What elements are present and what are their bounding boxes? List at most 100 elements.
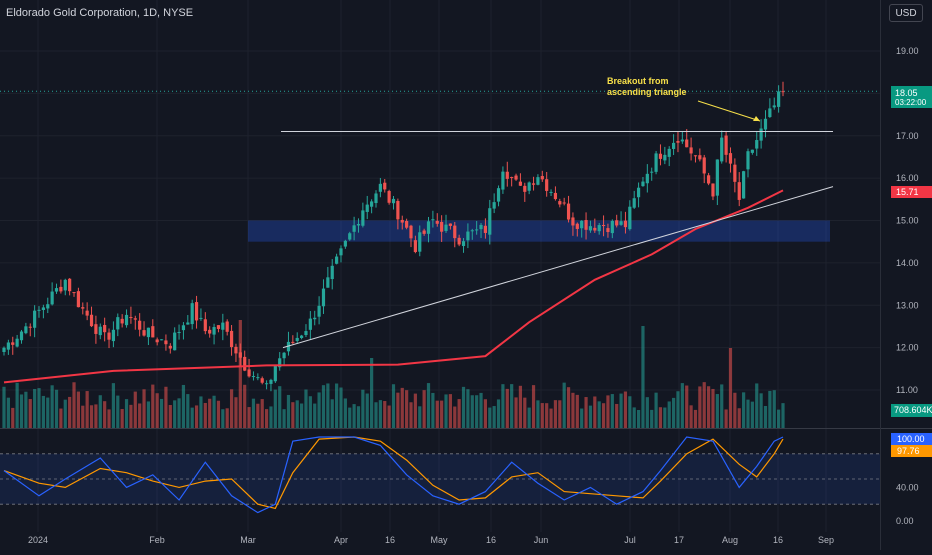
volume-bar [335, 383, 339, 428]
candle-body [636, 187, 641, 198]
volume-bar [562, 382, 566, 428]
candle-body [264, 383, 269, 385]
time-axis-label: 16 [773, 535, 783, 545]
time-axis-label: Sep [818, 535, 834, 545]
volume-bar [229, 389, 234, 428]
volume-bar [177, 398, 181, 428]
candle-body [50, 291, 54, 305]
volume-bar [120, 409, 124, 428]
candle-body [238, 352, 242, 358]
candle-body [374, 193, 378, 204]
volume-bar [496, 399, 501, 428]
stochastic-panel [0, 428, 932, 514]
candle-body [190, 303, 194, 325]
candle-body [580, 220, 584, 229]
volume-bar [98, 395, 102, 428]
volume-bar [278, 386, 282, 428]
candle-body [155, 339, 159, 343]
volume-bar [313, 403, 317, 428]
volume-bar [50, 385, 54, 428]
support-zone [248, 220, 830, 242]
volume-bar [107, 409, 111, 428]
candle-body [194, 302, 199, 321]
candle-body [116, 317, 120, 330]
candle-body [615, 220, 619, 226]
currency-button[interactable]: USD [889, 4, 923, 22]
candle-body [343, 240, 347, 247]
candle-body [54, 288, 59, 292]
volume-bar [553, 400, 558, 428]
candle-body [540, 176, 544, 180]
volume-bar [238, 320, 242, 428]
volume-bar [641, 326, 645, 428]
price-axis-label: 14.00 [896, 258, 919, 268]
candle-body [317, 305, 321, 317]
volume-bar [549, 408, 553, 428]
time-axis-label: 16 [486, 535, 496, 545]
candle-body [426, 221, 431, 234]
volume-bar [19, 394, 24, 428]
volume-bar [601, 403, 606, 428]
time-axis-label: Mar [240, 535, 256, 545]
candle-body [483, 225, 488, 233]
candle-body [243, 356, 247, 371]
volume-bar [216, 400, 221, 428]
volume-bar [466, 389, 470, 428]
time-axis-label: Aug [722, 535, 738, 545]
volume-bar [155, 393, 159, 428]
candle-body [746, 151, 750, 170]
volume-bar [260, 399, 264, 428]
candle-body [370, 201, 374, 207]
volume-bar [584, 397, 588, 428]
volume-bar [702, 382, 706, 428]
candle-body [28, 326, 32, 328]
candle-body [505, 171, 509, 179]
stoch-k-badge: 100.00 [891, 433, 932, 445]
candle-body [286, 341, 291, 352]
candle-body [531, 183, 536, 185]
volume-bar [11, 407, 15, 428]
candle-body [440, 221, 444, 232]
volume-bar [610, 394, 614, 428]
candle-body [365, 204, 369, 212]
volume-bars [2, 320, 785, 428]
candle-body [142, 330, 146, 336]
volume-bar [374, 402, 378, 428]
volume-bar [378, 400, 382, 428]
ma-badge: 15.71 [891, 186, 932, 198]
candle-body [273, 365, 277, 382]
candle-body [720, 137, 724, 162]
candle-body [444, 224, 448, 231]
volume-bar [15, 382, 19, 428]
volume-bar [173, 400, 177, 428]
candle-body [654, 153, 658, 172]
volume-bar [146, 401, 151, 428]
volume-bar [658, 407, 663, 428]
volume-bar [370, 358, 374, 428]
volume-bar [282, 409, 286, 428]
candle-body [593, 227, 597, 231]
volume-bar [588, 405, 593, 428]
candle-body [566, 203, 571, 220]
candle-body [269, 379, 273, 384]
candle-body [422, 230, 426, 234]
candle-body [707, 175, 711, 184]
volume-bar [671, 397, 676, 428]
candle-body [527, 182, 531, 191]
volume-bar [273, 389, 277, 428]
candles [2, 81, 785, 392]
volume-bar [781, 403, 785, 428]
volume-bar [116, 395, 120, 428]
volume-bar [759, 393, 763, 428]
volume-bar [715, 394, 719, 428]
candle-body [418, 232, 422, 252]
volume-bar [575, 394, 579, 428]
candle-body [15, 338, 19, 347]
volume-bar [422, 390, 426, 428]
volume-bar [623, 391, 628, 428]
volume-bar [606, 395, 610, 428]
candle-body [181, 325, 186, 331]
time-axis-label: 2024 [28, 535, 48, 545]
candle-body [89, 314, 94, 327]
